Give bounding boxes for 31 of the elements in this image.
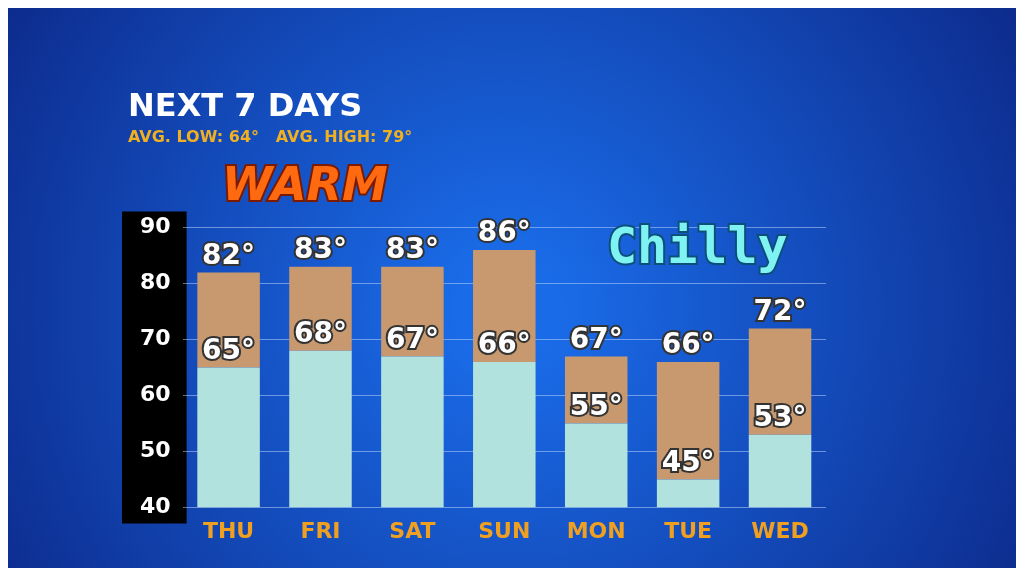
data-label: 66° xyxy=(661,327,715,361)
data-label: 53° xyxy=(753,400,807,434)
data-label: 66° xyxy=(477,327,531,361)
chart-subtitle: AVG. LOW: 64° AVG. HIGH: 79° xyxy=(128,127,413,147)
x-tick-label: THU xyxy=(202,517,255,543)
data-label: 68° xyxy=(294,316,347,350)
data-label: 83° xyxy=(385,232,439,266)
data-label: 83° xyxy=(294,232,347,266)
annotation: Chilly xyxy=(607,216,788,275)
data-label: 55° xyxy=(569,388,623,422)
y-tick-label: 70 xyxy=(139,325,171,351)
x-tick-label: MON xyxy=(566,517,626,543)
y-tick-label: 90 xyxy=(139,213,171,239)
data-label: 67° xyxy=(569,321,623,355)
chart-title: NEXT 7 DAYS xyxy=(128,85,363,124)
y-tick-label: 40 xyxy=(139,493,171,519)
y-tick-label: 50 xyxy=(139,437,171,463)
y-tick-label: 80 xyxy=(139,269,171,295)
data-label: 45° xyxy=(661,444,715,478)
y-tick-label: 60 xyxy=(139,381,171,407)
data-label: 86° xyxy=(477,215,531,249)
x-tick-label: SAT xyxy=(389,517,436,543)
x-tick-label: FRI xyxy=(300,517,341,543)
data-label: 65° xyxy=(202,332,256,366)
x-tick-label: TUE xyxy=(664,517,713,543)
data-label: 72° xyxy=(753,293,807,327)
text: WARM xyxy=(221,156,388,211)
x-tick-label: SUN xyxy=(478,517,531,543)
x-tick-label: WED xyxy=(751,517,809,543)
data-label: 82° xyxy=(202,237,256,271)
data-label: 67° xyxy=(385,321,439,355)
